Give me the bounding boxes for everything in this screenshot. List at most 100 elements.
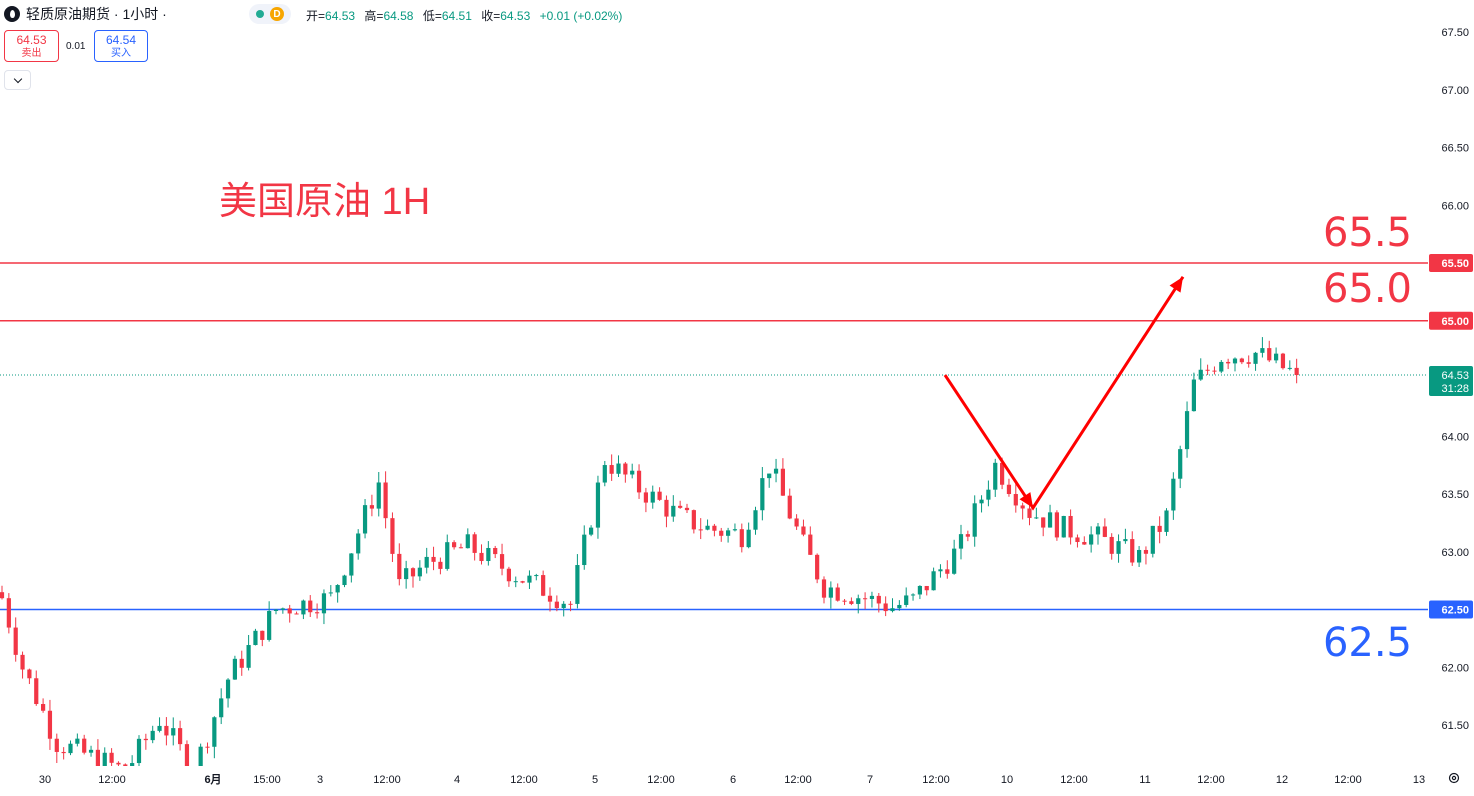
candle-body bbox=[705, 525, 710, 530]
spread-value: 0.01 bbox=[66, 41, 86, 52]
candle-body bbox=[904, 595, 909, 605]
candle-body bbox=[287, 608, 292, 614]
candle-body bbox=[787, 495, 792, 519]
candle-body bbox=[630, 470, 635, 475]
candle-body bbox=[1130, 539, 1135, 563]
time-tick-label: 6 bbox=[730, 774, 736, 786]
change-value: +0.01 (+0.02%) bbox=[539, 9, 623, 23]
candle-body bbox=[212, 717, 217, 747]
candle-body bbox=[390, 518, 395, 554]
candle-body bbox=[404, 568, 409, 580]
candle-body bbox=[1232, 358, 1238, 364]
candle-body bbox=[458, 547, 464, 549]
price-tick-label: 67.50 bbox=[1441, 27, 1469, 39]
time-tick-label: 15:00 bbox=[253, 774, 281, 786]
candle-body bbox=[753, 510, 758, 530]
candle-body bbox=[465, 534, 470, 549]
level-label-65-0[interactable]: 65.0 bbox=[1322, 266, 1412, 312]
candle-body bbox=[965, 534, 970, 537]
candle-body bbox=[671, 505, 676, 517]
candle-body bbox=[760, 478, 765, 511]
candle-body bbox=[1034, 517, 1039, 519]
level-axis-tag bbox=[1429, 254, 1473, 272]
candle-body bbox=[931, 571, 936, 591]
time-tick-label: 10 bbox=[1001, 774, 1013, 786]
candle-body bbox=[438, 561, 443, 569]
candle-body bbox=[445, 542, 450, 569]
candle-body bbox=[1198, 369, 1203, 380]
high-value: 64.58 bbox=[383, 9, 414, 23]
price-axis[interactable]: 61.5062.0062.5063.0063.5064.0064.5065.00… bbox=[1428, 0, 1474, 766]
candle-body bbox=[643, 492, 648, 503]
candle-body bbox=[1150, 525, 1155, 554]
candle-body bbox=[61, 751, 66, 754]
time-tick-label: 11 bbox=[1139, 774, 1150, 786]
candle-body bbox=[1239, 358, 1244, 363]
market-open-icon bbox=[256, 10, 264, 18]
buy-price: 64.54 bbox=[105, 33, 137, 47]
candle-body bbox=[0, 592, 5, 599]
candle-body bbox=[547, 595, 553, 602]
candle-body bbox=[623, 463, 628, 475]
candle-body bbox=[424, 556, 429, 568]
candle-body bbox=[876, 595, 881, 604]
candle-body bbox=[219, 698, 224, 718]
time-tick-label: 12:00 bbox=[922, 774, 950, 786]
candle-body bbox=[924, 585, 929, 591]
price-tick-label: 61.50 bbox=[1441, 720, 1469, 732]
time-tick-label: 12:00 bbox=[373, 774, 401, 786]
candle-body bbox=[376, 482, 381, 509]
candle-body bbox=[116, 762, 121, 765]
candle-body bbox=[712, 525, 717, 531]
oil-drop-icon bbox=[4, 6, 20, 22]
open-value: 64.53 bbox=[325, 9, 356, 23]
time-tick-label: 6月 bbox=[204, 773, 221, 786]
gear-icon[interactable] bbox=[1447, 771, 1461, 785]
time-axis[interactable]: 30 12:00 6月 15:00 3 12:00 4 12:00 5 12:00 6 12:00 7 1… bbox=[0, 766, 1428, 796]
candle-body bbox=[1274, 353, 1279, 361]
chevron-down-icon bbox=[13, 74, 22, 83]
candle-body bbox=[534, 575, 539, 577]
candle-body bbox=[910, 594, 916, 596]
candle-body bbox=[1054, 512, 1059, 538]
candle-body bbox=[273, 609, 279, 611]
last-price-label: 64.53 bbox=[1441, 370, 1469, 382]
market-status-pill[interactable]: D bbox=[249, 4, 291, 24]
price-tick-label: 67.00 bbox=[1441, 85, 1469, 97]
collapse-legend-button[interactable] bbox=[4, 70, 31, 90]
time-tick-label: 12:00 bbox=[647, 774, 675, 786]
candle-body bbox=[68, 743, 73, 754]
candle-body bbox=[417, 567, 422, 577]
candle-body bbox=[842, 600, 847, 602]
candle-body bbox=[1020, 505, 1025, 509]
symbol-title[interactable]: 轻质原油期货 · 1小时 · bbox=[26, 6, 167, 22]
open-label: 开 bbox=[306, 9, 319, 23]
candle-body bbox=[349, 553, 354, 576]
level-label-65-5[interactable]: 65.5 bbox=[1322, 210, 1412, 256]
time-tick-label: 30 bbox=[39, 774, 51, 786]
chart-pane[interactable] bbox=[0, 0, 1428, 766]
price-tick-label: 63.50 bbox=[1441, 489, 1469, 501]
candle-body bbox=[47, 710, 53, 739]
level-label-62-5[interactable]: 62.5 bbox=[1322, 620, 1412, 666]
candle-body bbox=[493, 547, 498, 555]
candle-body bbox=[1123, 539, 1128, 542]
candle-body bbox=[1171, 478, 1176, 511]
candle-body bbox=[993, 462, 998, 490]
candle-body bbox=[835, 587, 840, 601]
candle-body bbox=[362, 505, 368, 534]
candle-body bbox=[253, 630, 258, 646]
buy-button[interactable]: 64.54 买入 bbox=[94, 30, 148, 62]
chart-svg[interactable] bbox=[0, 0, 1428, 766]
sell-button[interactable]: 64.53 卖出 bbox=[4, 30, 59, 62]
candle-body bbox=[321, 593, 327, 614]
candle-body bbox=[698, 529, 703, 531]
candle-body bbox=[917, 585, 922, 595]
chart-annotation-title[interactable]: 美国原油 1H bbox=[219, 181, 431, 223]
candle-body bbox=[198, 746, 203, 766]
candle-body bbox=[595, 482, 601, 528]
candle-body bbox=[452, 542, 457, 548]
candle-body bbox=[75, 738, 80, 744]
delayed-badge: D bbox=[270, 7, 284, 21]
candle-body bbox=[561, 603, 566, 608]
